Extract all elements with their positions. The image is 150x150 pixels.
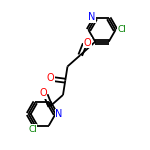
Text: O: O [84, 38, 91, 48]
Text: O: O [47, 74, 54, 83]
Text: N: N [55, 109, 63, 119]
Text: Cl: Cl [28, 125, 37, 134]
Text: O: O [39, 88, 47, 98]
Text: N: N [88, 12, 96, 22]
Text: Cl: Cl [118, 26, 127, 34]
